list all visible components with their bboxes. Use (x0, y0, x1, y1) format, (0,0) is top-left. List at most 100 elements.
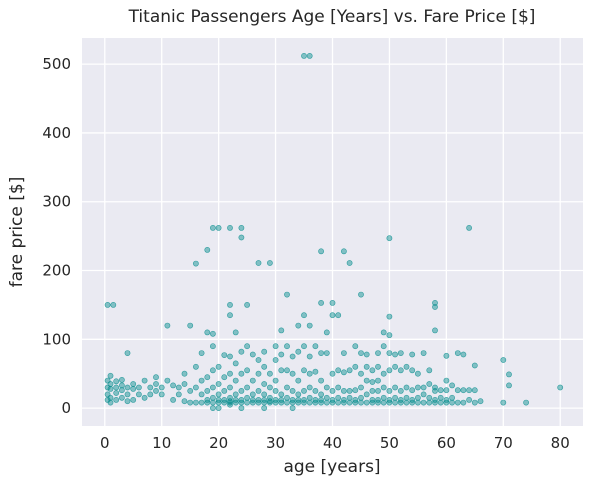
data-point (329, 299, 336, 306)
data-point (266, 370, 273, 377)
data-point (306, 399, 313, 406)
data-point (209, 384, 216, 391)
data-point (323, 350, 330, 356)
data-point (130, 396, 137, 403)
data-point (278, 327, 285, 334)
data-point (432, 396, 438, 403)
data-point (301, 343, 307, 350)
data-point (392, 399, 398, 406)
data-point (227, 399, 233, 406)
data-point (306, 322, 313, 329)
data-point (209, 343, 216, 350)
data-point (358, 291, 364, 298)
data-point (187, 387, 194, 394)
data-point (301, 53, 307, 59)
y-tick-label: 100 (42, 330, 71, 348)
data-point (124, 398, 131, 405)
x-tick-labels: 0 10 20 30 40 50 60 70 80 (100, 434, 570, 452)
data-point (215, 381, 222, 387)
data-point (135, 391, 142, 398)
data-point (420, 399, 427, 406)
data-point (141, 377, 148, 384)
data-point (386, 235, 393, 242)
data-point (209, 224, 216, 231)
data-point (198, 350, 205, 356)
data-point (110, 301, 117, 308)
data-point (295, 377, 302, 384)
data-point (289, 370, 296, 377)
data-point (221, 396, 228, 403)
data-point (113, 396, 120, 403)
data-point (147, 391, 154, 398)
data-point (392, 384, 398, 391)
data-point (454, 387, 461, 394)
data-point (215, 224, 222, 231)
data-point (261, 348, 268, 355)
data-point (386, 313, 393, 320)
data-point (352, 387, 359, 394)
data-point (397, 367, 404, 374)
data-point (261, 381, 268, 387)
x-tick-label: 30 (266, 434, 285, 452)
data-point (414, 384, 421, 391)
data-point (232, 391, 239, 398)
data-point (215, 396, 222, 403)
data-point (318, 299, 324, 306)
data-point (272, 377, 279, 384)
data-point (204, 387, 211, 394)
data-point (301, 312, 307, 319)
data-point (249, 396, 256, 403)
data-point (295, 391, 302, 398)
data-point (392, 351, 398, 358)
data-point (215, 405, 222, 411)
data-point (335, 394, 342, 401)
data-point (363, 377, 370, 384)
data-point (312, 387, 319, 394)
data-point (466, 396, 472, 403)
data-point (255, 387, 262, 394)
data-point (187, 322, 194, 329)
data-point (289, 405, 296, 411)
data-point (284, 367, 290, 374)
data-point (426, 399, 433, 406)
data-point (107, 394, 114, 401)
data-point (244, 343, 250, 350)
data-point (158, 391, 165, 398)
data-point (215, 391, 222, 398)
data-point (449, 394, 455, 401)
data-point (249, 391, 256, 398)
data-point (266, 260, 273, 266)
data-point (175, 384, 182, 391)
data-point (227, 312, 233, 319)
data-point (409, 367, 416, 374)
data-point (261, 391, 268, 398)
data-point (192, 399, 199, 406)
data-point (244, 384, 250, 391)
data-point (506, 382, 512, 389)
data-point (113, 390, 120, 396)
data-point (301, 367, 307, 374)
data-point (284, 394, 290, 401)
data-point (301, 396, 307, 403)
data-point (238, 387, 245, 394)
data-point (107, 381, 114, 387)
data-point (124, 391, 131, 398)
data-point (392, 363, 398, 370)
data-point (409, 387, 416, 394)
data-point (460, 387, 467, 394)
data-point (460, 399, 467, 406)
data-point (386, 396, 393, 403)
data-point (272, 396, 279, 403)
data-point (107, 372, 114, 379)
data-point (443, 396, 450, 403)
data-point (340, 396, 347, 403)
data-point (397, 350, 404, 356)
data-point (232, 360, 239, 367)
data-point (306, 394, 313, 401)
data-point (500, 357, 507, 363)
data-point (340, 350, 347, 356)
y-tick-label: 200 (42, 262, 71, 280)
x-tick-label: 70 (494, 434, 513, 452)
data-point (107, 385, 114, 392)
data-point (346, 399, 353, 406)
